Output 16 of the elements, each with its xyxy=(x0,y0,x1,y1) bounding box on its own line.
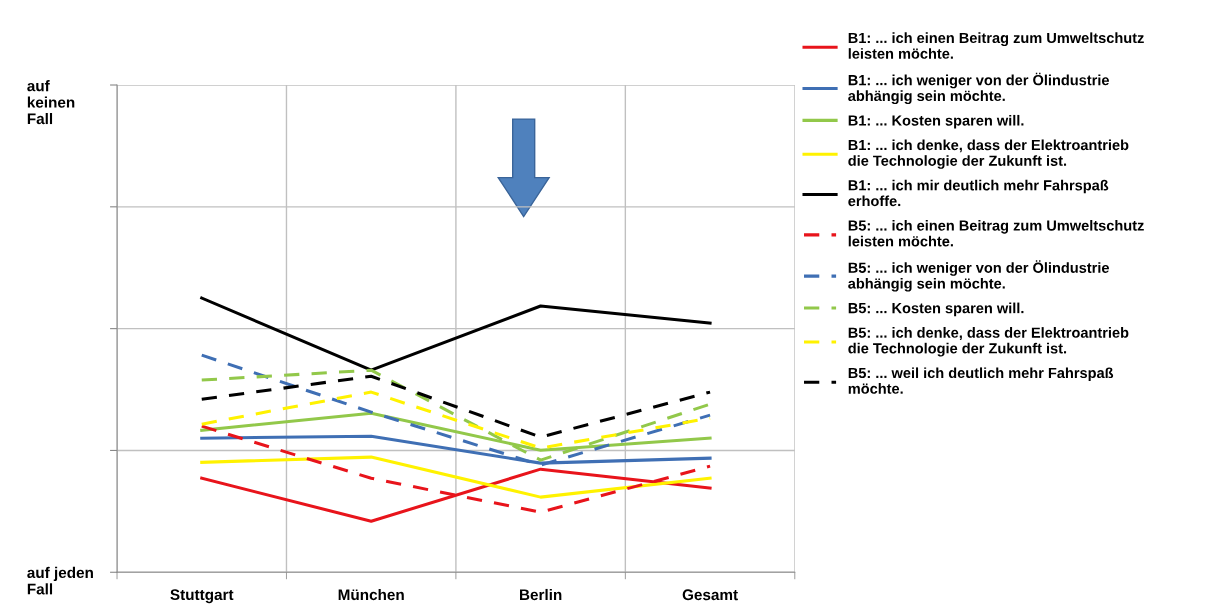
legend-label: B1: ... ich weniger von der Ölindustrie abhängig sein möchte. xyxy=(848,72,1109,104)
legend-label: B5: ... ich weniger von der Ölindustrie abhängig sein möchte. xyxy=(848,260,1109,292)
legend-label: B5: ... ich denke, dass der Elektroantrieb die Technologie der Zukunft ist. xyxy=(848,327,1129,357)
legend-label: B1: ... ich mir deutlich mehr Fahrspaß erhoffe. xyxy=(848,179,1109,207)
legend-label: B5: ... ich einen Beitrag zum Umweltschutz leisten möchte. xyxy=(848,220,1144,247)
x-tick-label: München xyxy=(338,588,404,601)
legend-label: B1: ... ich denke, dass der Elektroantrieb die Technologie der Zukunft ist. xyxy=(848,139,1129,169)
x-tick-label: Stuttgart xyxy=(170,589,234,604)
x-tick-label: Berlin xyxy=(520,588,562,601)
legend-label: B5: ... Kosten sparen will. xyxy=(848,302,1024,317)
legend-label: B1: ... ich einen Beitrag zum Umweltschutz leisten möchte. xyxy=(848,32,1144,59)
text: auf jeden Fall xyxy=(27,566,93,595)
x-tick-label: Gesamt xyxy=(682,589,738,601)
legend-label: B5: ... weil ich deutlich mehr Fahrspaß möchte. xyxy=(848,367,1114,394)
text: auf keinen Fall xyxy=(27,80,75,125)
legend-label: B1: ... Kosten sparen will. xyxy=(848,114,1024,129)
